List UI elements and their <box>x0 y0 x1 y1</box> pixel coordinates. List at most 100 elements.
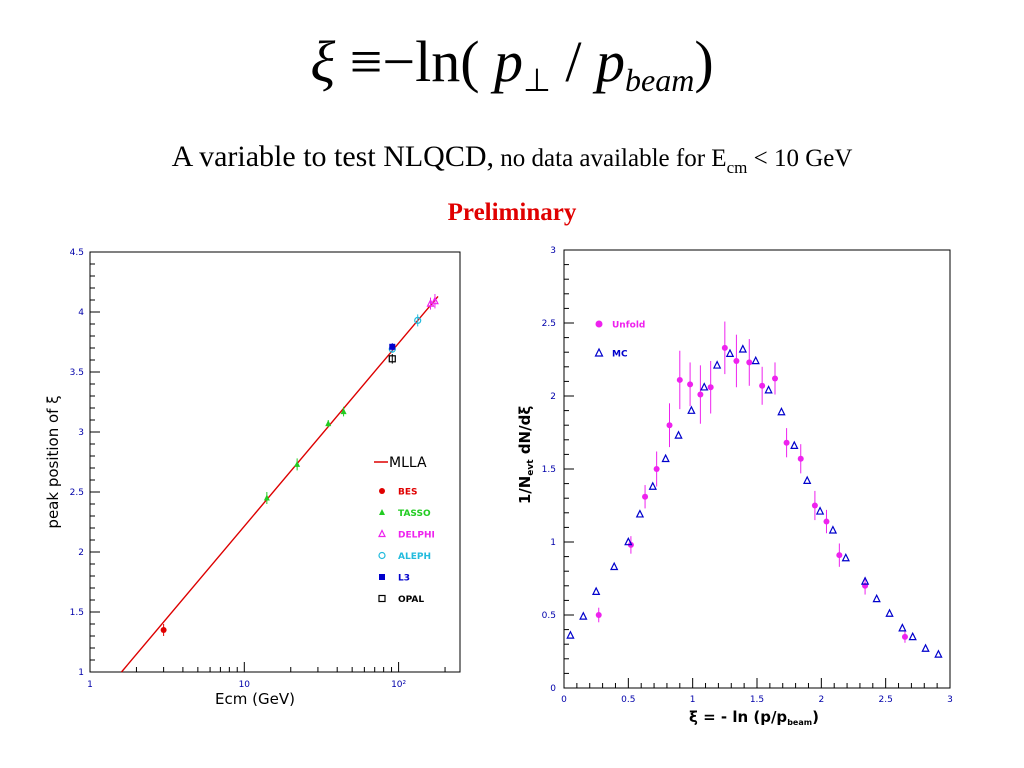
legend-mc-label: MC <box>612 350 628 360</box>
unfold-point <box>653 466 660 472</box>
y-tick-label: 2.5 <box>542 319 556 329</box>
mc-point <box>687 405 696 414</box>
y-tick-label: 1.5 <box>70 608 84 618</box>
slide-subtitle: A variable to test NLQCD, no data availa… <box>0 140 1024 178</box>
mc-point <box>898 623 907 632</box>
bes-point <box>160 627 167 633</box>
subtitle-note: no data available for E <box>494 145 727 172</box>
x-tick-label: 2 <box>818 695 824 705</box>
mc-point <box>860 576 870 585</box>
preliminary-label: Preliminary <box>447 199 577 226</box>
y-tick-label: 1 <box>550 538 556 548</box>
legend-bes-marker <box>379 488 385 494</box>
y-axis-title: 1/Nevt dN/dξ <box>516 406 536 504</box>
formula-close: ) <box>694 29 714 94</box>
subtitle-tail: < 10 GeV <box>747 145 853 172</box>
xi-definition-formula: ξ ≡−ln( p⊥ / pbeam) <box>0 28 1024 99</box>
mc-point <box>908 631 917 641</box>
mc-point <box>591 586 601 595</box>
x-tick-label: 10² <box>391 680 406 690</box>
mc-point <box>885 608 894 617</box>
y-tick-label: 4 <box>78 308 84 318</box>
mc-point <box>579 611 588 620</box>
unfold-point <box>797 455 804 462</box>
formula-p: p <box>494 29 524 94</box>
mc-point <box>700 382 709 391</box>
delphi-point <box>430 296 439 305</box>
mlla-curve <box>120 295 439 673</box>
legend-mlla-label: MLLA <box>389 455 427 471</box>
y-tick-label: 1 <box>78 668 84 678</box>
y-tick-label: 4.5 <box>70 248 84 258</box>
mc-point <box>803 475 812 484</box>
peak-position-chart: 1 10 10² 1 1.5 2 2.5 3 3.5 4 4.5 Ecm (GeV) peak posi… <box>44 248 461 708</box>
mc-point <box>661 453 670 463</box>
unfold-point <box>901 633 908 640</box>
unfold-point <box>733 357 740 364</box>
legend-opal-label: OPAL <box>398 595 424 605</box>
unfold-point <box>783 439 790 446</box>
x-tick-label: 1.5 <box>750 695 764 705</box>
plot-frame <box>563 249 951 689</box>
formula-xi: ξ <box>310 29 336 94</box>
subtitle-cm-subscript: cm <box>726 158 748 177</box>
mc-point <box>872 593 881 603</box>
mc-point <box>674 430 683 439</box>
tasso-point <box>263 494 270 501</box>
mc-point <box>751 355 760 365</box>
legend-bes-label: BES <box>398 488 418 498</box>
unfold-point <box>836 552 843 559</box>
mc-point <box>738 344 748 353</box>
xi-distribution-chart: 0 0.5 1 1.5 2 2.5 3 0 0.5 1 1.5 2 2.5 3 ξ = - ln (p/pb… <box>516 246 953 727</box>
mc-point <box>566 630 575 639</box>
mc-point <box>712 360 722 369</box>
mc-point <box>815 506 825 515</box>
mc-point <box>725 348 735 357</box>
tasso-point <box>294 460 301 467</box>
legend-l3-label: L3 <box>398 574 410 584</box>
x-tick-label: 1 <box>87 680 93 690</box>
mc-point <box>841 553 850 562</box>
unfold-point <box>642 493 649 500</box>
mc-point <box>624 536 633 546</box>
unfold-point <box>746 359 753 366</box>
y-tick-label: 2.5 <box>70 488 84 498</box>
unfold-point <box>687 381 694 388</box>
l3-point <box>389 343 396 350</box>
mc-point <box>921 643 930 652</box>
subtitle-main: A variable to test NLQCD, <box>171 140 495 173</box>
unfold-point <box>811 502 818 509</box>
mc-point <box>828 525 838 534</box>
unfold-point <box>823 518 830 525</box>
y-tick-label: 0.5 <box>542 611 556 621</box>
x-tick-label: 0.5 <box>621 695 635 705</box>
plot-frame <box>89 251 461 673</box>
tasso-point <box>340 408 347 415</box>
mc-point <box>777 407 786 416</box>
mc-point <box>790 440 799 449</box>
x-tick-label: 3 <box>947 695 953 705</box>
y-tick-label: 3.5 <box>70 368 84 378</box>
mc-point <box>648 481 657 490</box>
legend-aleph-marker <box>378 551 386 560</box>
legend-unfold-label: Unfold <box>612 321 645 331</box>
formula-ln: −ln( <box>382 29 480 94</box>
y-axis-title: peak position of ξ <box>44 395 62 528</box>
y-tick-label: 3 <box>78 428 84 438</box>
unfold-point <box>697 391 704 398</box>
x-tick-label: 10 <box>239 680 251 690</box>
legend-aleph-label: ALEPH <box>398 552 431 562</box>
x-tick-label: 1 <box>690 695 696 705</box>
x-tick-label: 0 <box>561 695 567 705</box>
unfold-point <box>721 344 728 351</box>
y-tick-label: 2 <box>78 548 84 558</box>
unfold-point <box>666 422 673 429</box>
mc-point <box>635 509 645 518</box>
x-axis-title: Ecm (GeV) <box>215 690 295 708</box>
unfold-point <box>759 382 766 389</box>
legend-tasso-label: TASSO <box>398 509 431 519</box>
unfold-point <box>676 376 683 383</box>
formula-beam-subscript: beam <box>625 62 695 98</box>
mc-point <box>610 561 619 571</box>
x-axis-title: ξ = - ln (p/pbeam) <box>689 708 819 727</box>
